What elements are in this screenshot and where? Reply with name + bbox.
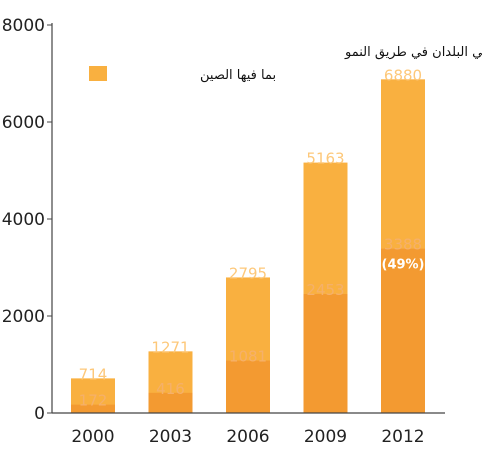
legend-title: احتياطيات الصرف في البلدان في طريق النمو xyxy=(344,45,482,60)
bar-china-2012 xyxy=(381,248,425,413)
label-total-2006: 2795 xyxy=(229,264,267,282)
label-china-2006: 1081 xyxy=(229,348,267,366)
x-tick-label: 2009 xyxy=(304,427,347,447)
label-china-2000: 172 xyxy=(79,392,108,410)
y-axis: 0 2000 4000 6000 8000 xyxy=(2,16,53,424)
x-tick-label: 2000 xyxy=(71,427,114,447)
label-total-2009: 5163 xyxy=(306,150,344,168)
y-tick-label: 0 xyxy=(34,404,45,424)
label-total-2000: 714 xyxy=(79,365,108,383)
legend-subtitle: بما فيها الصين xyxy=(200,68,276,83)
bars: 714 172 1271 416 2795 1081 5163 2453 6880 3388 (49… xyxy=(71,66,425,413)
label-total-2003: 1271 xyxy=(151,338,189,356)
y-tick-label: 6000 xyxy=(2,113,45,133)
bar-china-2009 xyxy=(303,294,348,413)
label-china-2012: 3388 xyxy=(384,236,422,254)
x-tick-label: 2012 xyxy=(381,427,424,447)
bar-china-2003 xyxy=(148,392,193,413)
legend: احتياطيات الصرف في البلدان في طريق النمو… xyxy=(89,45,482,83)
y-tick-label: 2000 xyxy=(2,307,45,327)
bar-china-2000 xyxy=(71,404,115,413)
x-tick-label: 2003 xyxy=(149,427,192,447)
y-tick-label: 8000 xyxy=(2,16,45,36)
y-tick-label: 4000 xyxy=(2,210,45,230)
x-axis: 2000 2003 2006 2009 2012 xyxy=(52,412,445,447)
label-china-share: (49%) xyxy=(382,258,425,273)
label-total-2012: 6880 xyxy=(384,66,422,84)
label-china-2009: 2453 xyxy=(306,281,344,299)
label-china-2003: 416 xyxy=(156,380,185,398)
bar-china-2006 xyxy=(226,360,270,413)
legend-swatch xyxy=(89,66,107,81)
x-tick-label: 2006 xyxy=(226,427,269,447)
